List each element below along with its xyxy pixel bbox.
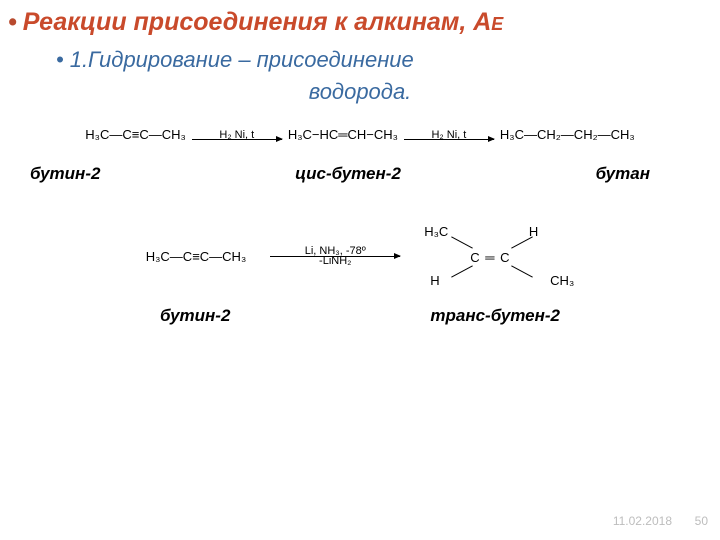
- bond-icon: [511, 265, 533, 277]
- subtitle-text: 1.Гидрирование – присоединение: [70, 47, 414, 72]
- label-cis-butene: цис-бутен-2: [295, 164, 401, 184]
- trans-cc: C ═ C: [470, 250, 510, 265]
- rxn1-arrow1: H₂ Ni, t: [192, 129, 282, 140]
- rxn1-arrow2: H₂ Ni, t: [404, 129, 494, 140]
- title-bullet: •: [8, 8, 17, 36]
- label-butane: бутан: [596, 164, 650, 184]
- subtitle-line2: водорода.: [0, 73, 720, 105]
- subtitle-line1: •1.Гидрирование – присоединение: [0, 37, 720, 73]
- trans-tl: H₃C: [424, 224, 448, 239]
- footer-date: 11.02.2018: [613, 514, 672, 528]
- rxn1-reactant: H₃C―C≡C―CH₃: [85, 127, 186, 142]
- label-trans-butene: транс-бутен-2: [430, 306, 560, 326]
- rxn2-reactant: H₃C―C≡C―CH₃: [146, 249, 247, 264]
- subtitle-bullet: •: [56, 47, 64, 72]
- labels-row-1: бутин-2 цис-бутен-2 бутан: [0, 142, 720, 184]
- labels-row-2: бутин-2 транс-бутен-2: [0, 288, 720, 326]
- label-butyne: бутин-2: [30, 164, 100, 184]
- title-text: Реакции присоединения к алкинам, А: [23, 8, 492, 36]
- bond-icon: [511, 236, 533, 248]
- trans-butene-structure: H₃C H C ═ C H CH₃: [424, 224, 574, 288]
- rxn1-product: H₃C―CH₂―CH₂―CH₃: [500, 127, 635, 142]
- bond-icon: [451, 265, 473, 277]
- trans-bl: H: [430, 273, 439, 288]
- label-butyne-2: бутин-2: [160, 306, 230, 326]
- trans-br: CH₃: [550, 273, 574, 288]
- arrow-icon: [404, 139, 494, 140]
- reaction-2: H₃C―C≡C―CH₃ Li, NH₃, -78º -LiNH₂ H₃C H C…: [0, 224, 720, 288]
- arrow-icon: [270, 256, 400, 257]
- rxn1-intermediate: H₃C−HC═CH−CH₃: [288, 127, 398, 142]
- slide-title: •Реакции присоединения к алкинам, АE: [0, 0, 720, 37]
- title-suffix: E: [491, 14, 503, 34]
- bond-icon: [451, 236, 473, 248]
- footer-page: 50: [695, 514, 708, 528]
- reaction-1: H₃C―C≡C―CH₃ H₂ Ni, t H₃C−HC═CH−CH₃ H₂ Ni…: [0, 127, 720, 142]
- rxn2-arrow: Li, NH₃, -78º -LiNH₂: [270, 245, 400, 266]
- arrow-icon: [192, 139, 282, 140]
